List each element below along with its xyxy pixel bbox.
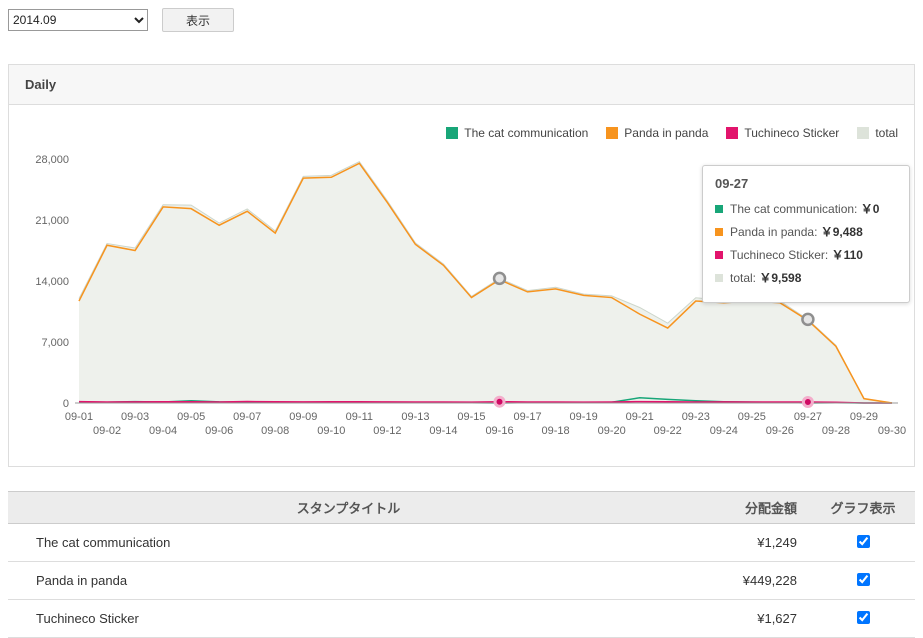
svg-text:09-13: 09-13 bbox=[401, 411, 429, 423]
tooltip-label: The cat communication: ￥0 bbox=[730, 202, 880, 216]
svg-text:28,000: 28,000 bbox=[35, 154, 69, 166]
svg-text:0: 0 bbox=[63, 398, 69, 410]
svg-text:09-09: 09-09 bbox=[289, 411, 317, 423]
tooltip-item: total: ￥9,598 bbox=[715, 269, 897, 286]
legend-swatch-icon bbox=[606, 127, 619, 139]
tooltip-value: ￥9,488 bbox=[820, 225, 863, 239]
tooltip-value: ￥0 bbox=[860, 202, 880, 216]
svg-text:09-12: 09-12 bbox=[373, 425, 401, 437]
show-button[interactable]: 表示 bbox=[162, 8, 234, 32]
graph-toggle-cell bbox=[811, 599, 915, 638]
legend-label: Panda in panda bbox=[624, 126, 709, 140]
legend-item: Panda in panda bbox=[606, 126, 708, 140]
stamp-title-cell: The cat communication bbox=[8, 523, 671, 562]
tooltip-swatch-icon bbox=[715, 273, 723, 282]
svg-text:09-17: 09-17 bbox=[513, 411, 541, 423]
header-stamp-title: スタンプタイトル bbox=[8, 491, 671, 524]
legend-swatch-icon bbox=[726, 127, 739, 139]
graph-toggle-cell bbox=[811, 561, 915, 600]
svg-text:09-10: 09-10 bbox=[317, 425, 345, 437]
svg-text:09-14: 09-14 bbox=[429, 425, 457, 437]
svg-text:09-07: 09-07 bbox=[233, 411, 261, 423]
tooltip-label: total: ￥9,598 bbox=[730, 271, 802, 285]
svg-text:21,000: 21,000 bbox=[35, 215, 69, 227]
legend-label: total bbox=[875, 126, 898, 140]
daily-chart[interactable]: 07,00014,00021,00028,00009-0109-0209-030… bbox=[19, 149, 920, 449]
svg-text:09-22: 09-22 bbox=[654, 425, 682, 437]
svg-text:09-15: 09-15 bbox=[457, 411, 485, 423]
svg-text:09-30: 09-30 bbox=[878, 425, 906, 437]
tooltip-label: Panda in panda: ￥9,488 bbox=[730, 225, 863, 239]
tooltip-date: 09-27 bbox=[715, 176, 749, 191]
legend-label: Tuchineco Sticker bbox=[744, 126, 840, 140]
tooltip-item: Panda in panda: ￥9,488 bbox=[715, 223, 897, 240]
tooltip-swatch-icon bbox=[715, 204, 723, 213]
top-controls: 2014.09 表示 bbox=[0, 0, 923, 40]
graph-display-checkbox[interactable] bbox=[856, 610, 870, 624]
header-graph-display: グラフ表示 bbox=[811, 491, 915, 524]
table-row: The cat communication ¥1,249 bbox=[8, 523, 915, 562]
chart-legend: The cat communication Panda in panda Tuchi… bbox=[19, 123, 898, 143]
legend-swatch-icon bbox=[446, 127, 459, 139]
tooltip-items: The cat communication: ￥0 Panda in panda:… bbox=[715, 200, 897, 286]
amount-cell: ¥1,627 bbox=[671, 599, 811, 638]
chart-tooltip: 09-27 The cat communication: ￥0 Panda in … bbox=[702, 165, 910, 303]
svg-text:09-11: 09-11 bbox=[346, 411, 373, 423]
amount-cell: ¥1,249 bbox=[671, 523, 811, 562]
graph-display-checkbox[interactable] bbox=[856, 534, 870, 548]
svg-text:14,000: 14,000 bbox=[35, 276, 69, 288]
svg-text:09-23: 09-23 bbox=[682, 411, 710, 423]
period-select[interactable]: 2014.09 bbox=[8, 9, 148, 31]
tooltip-item: The cat communication: ￥0 bbox=[715, 200, 897, 217]
svg-text:09-04: 09-04 bbox=[149, 425, 177, 437]
svg-text:09-18: 09-18 bbox=[542, 425, 570, 437]
tooltip-value: ￥110 bbox=[831, 248, 863, 262]
daily-panel: Daily The cat communication Panda in pand… bbox=[8, 64, 915, 467]
amount-cell: ¥449,228 bbox=[671, 561, 811, 600]
legend-item: The cat communication bbox=[446, 126, 588, 140]
chart-area: The cat communication Panda in panda Tuchi… bbox=[9, 105, 914, 466]
svg-text:09-26: 09-26 bbox=[766, 425, 794, 437]
svg-text:09-01: 09-01 bbox=[65, 411, 93, 423]
svg-text:09-25: 09-25 bbox=[738, 411, 766, 423]
svg-text:09-06: 09-06 bbox=[205, 425, 233, 437]
legend-item: total bbox=[857, 126, 898, 140]
svg-text:09-02: 09-02 bbox=[93, 425, 121, 437]
svg-text:09-27: 09-27 bbox=[794, 411, 822, 423]
panel-title: Daily bbox=[9, 65, 914, 105]
graph-toggle-cell bbox=[811, 523, 915, 562]
header-amount: 分配金額 bbox=[671, 491, 811, 524]
svg-text:09-24: 09-24 bbox=[710, 425, 738, 437]
svg-text:09-03: 09-03 bbox=[121, 411, 149, 423]
tooltip-label: Tuchineco Sticker: ￥110 bbox=[730, 248, 863, 262]
svg-text:09-20: 09-20 bbox=[598, 425, 626, 437]
legend-item: Tuchineco Sticker bbox=[726, 126, 839, 140]
legend-label: The cat communication bbox=[464, 126, 589, 140]
svg-text:09-21: 09-21 bbox=[626, 411, 654, 423]
tooltip-swatch-icon bbox=[715, 227, 723, 236]
svg-text:09-28: 09-28 bbox=[822, 425, 850, 437]
stamp-table: スタンプタイトル 分配金額 グラフ表示 The cat communicatio… bbox=[8, 491, 915, 638]
svg-text:09-16: 09-16 bbox=[485, 425, 513, 437]
table-row: Panda in panda ¥449,228 bbox=[8, 561, 915, 600]
svg-text:09-05: 09-05 bbox=[177, 411, 205, 423]
table-header-row: スタンプタイトル 分配金額 グラフ表示 bbox=[8, 491, 915, 524]
svg-text:09-29: 09-29 bbox=[850, 411, 878, 423]
stamp-title-cell: Panda in panda bbox=[8, 561, 671, 600]
svg-text:7,000: 7,000 bbox=[41, 337, 69, 349]
graph-display-checkbox[interactable] bbox=[856, 572, 870, 586]
tooltip-value: ￥9,598 bbox=[759, 271, 802, 285]
tooltip-item: Tuchineco Sticker: ￥110 bbox=[715, 246, 897, 263]
table-row: Tuchineco Sticker ¥1,627 bbox=[8, 599, 915, 638]
stamp-title-cell: Tuchineco Sticker bbox=[8, 599, 671, 638]
legend-swatch-icon bbox=[857, 127, 870, 139]
tooltip-swatch-icon bbox=[715, 250, 723, 259]
svg-text:09-19: 09-19 bbox=[570, 411, 598, 423]
svg-text:09-08: 09-08 bbox=[261, 425, 289, 437]
